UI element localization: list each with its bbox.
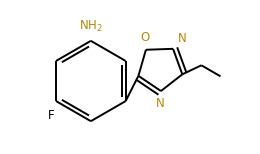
Text: NH$_2$: NH$_2$: [79, 19, 103, 34]
Text: N: N: [178, 32, 187, 45]
Text: N: N: [155, 97, 164, 110]
Text: F: F: [48, 109, 54, 122]
Text: O: O: [140, 31, 150, 44]
